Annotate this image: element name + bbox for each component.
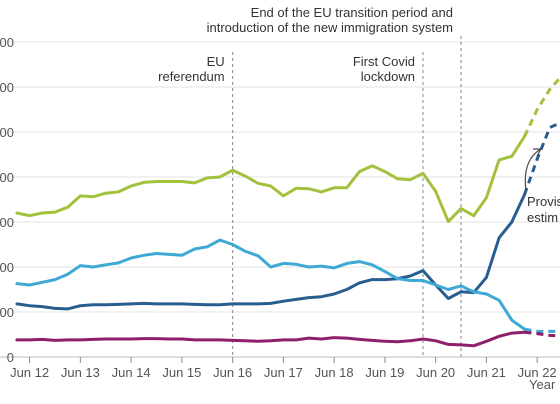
series-projection-line	[524, 327, 560, 333]
annotation-line: Provis	[527, 194, 560, 209]
annotation-line: EU	[207, 54, 225, 69]
x-tick-label: Jun 12	[10, 365, 49, 380]
series-projection-line	[524, 330, 560, 338]
x-tick-label: Jun 18	[315, 365, 354, 380]
y-tick-label: 300	[0, 215, 14, 230]
event-markers	[232, 36, 462, 357]
x-tick-label: Jun 21	[467, 365, 506, 380]
y-tick-label: 500	[0, 125, 14, 140]
x-tick-label: Jun 20	[416, 365, 455, 380]
x-tick-label: Jun 13	[61, 365, 100, 380]
x-tick-label: Jun 15	[162, 365, 201, 380]
arrow-line	[524, 148, 542, 192]
annotation-line: First Covid	[353, 54, 415, 69]
gridlines	[0, 41, 560, 358]
annotation-covid: First Covid lockdown	[353, 54, 415, 84]
y-tick-label: 400	[0, 170, 14, 185]
x-axis-title: Year	[529, 377, 556, 392]
series-projection-line	[523, 76, 560, 138]
annotation-provisional: Provis estim	[527, 194, 560, 225]
x-tick-label: Jun 16	[213, 365, 252, 380]
annotations: EU referendum First Covid lockdown End of th…	[158, 5, 560, 225]
arrow-head	[533, 148, 542, 157]
annotation-line: introduction of the new immigration syst…	[207, 20, 453, 35]
y-axis-tick-labels: 0 100 200 300 400 500 600 700	[0, 35, 14, 365]
annotation-line: End of the EU transition period and	[251, 5, 453, 20]
series-line	[15, 193, 526, 311]
x-tick-label: Jun 14	[112, 365, 151, 380]
x-tick-label: Jun 17	[264, 365, 303, 380]
series-line	[15, 135, 526, 224]
series-projection-line	[523, 121, 560, 196]
x-tick-label: Jun 22	[518, 365, 557, 380]
y-tick-label: 100	[0, 305, 14, 320]
annotation-line: lockdown	[361, 69, 415, 84]
annotation-line: estim	[527, 210, 558, 225]
y-tick-label: 0	[7, 350, 14, 365]
x-tick-label: Jun 19	[365, 365, 404, 380]
annotation-eu-ref: EU referendum	[158, 54, 224, 84]
annotation-line: referendum	[158, 69, 224, 84]
y-tick-label: 700	[0, 35, 14, 50]
series-lines	[15, 76, 560, 348]
series-line	[15, 330, 526, 348]
x-axis: Jun 12 Jun 13 Jun 14 Jun 15 Jun 16 Jun 17 Jun …	[10, 357, 557, 380]
annotation-transition: End of the EU transition period and intro…	[207, 5, 453, 35]
series-line	[15, 238, 526, 331]
y-tick-label: 200	[0, 260, 14, 275]
y-tick-label: 600	[0, 80, 14, 95]
